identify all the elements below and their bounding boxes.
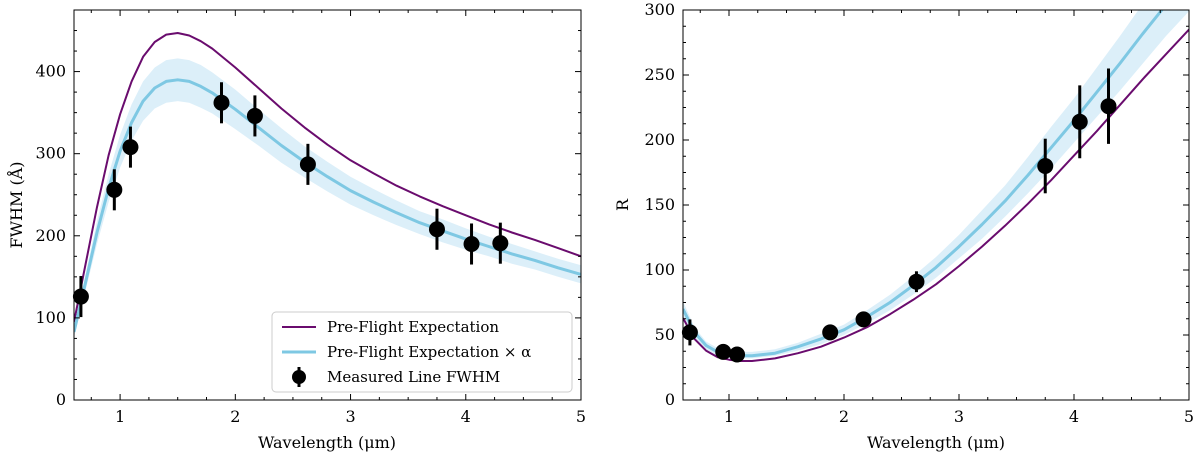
fwhm-data-point-7 — [463, 236, 480, 252]
fwhm-data-point-8 — [492, 235, 509, 252]
fwhm-x-tick-label: 1 — [115, 407, 125, 426]
resolution-y-tick-label: 0 — [665, 390, 675, 409]
resolution-x-axis-label: Wavelength (μm) — [867, 433, 1005, 452]
resolution-data-point-3 — [822, 324, 839, 341]
fwhm-x-axis-label: Wavelength (μm) — [258, 433, 396, 452]
resolution-x-tick-label: 5 — [1184, 407, 1194, 426]
fwhm-series-scaled-line — [74, 78, 581, 333]
legend-label-scaled: Pre-Flight Expectation × α — [327, 343, 531, 361]
resolution-y-axis-label: R — [613, 198, 632, 211]
resolution-y-tick-label: 100 — [644, 260, 675, 279]
resolution-y-tick-label: 200 — [644, 130, 675, 149]
resolution-data-point-1 — [715, 343, 732, 360]
fwhm-data-point-2 — [122, 139, 139, 156]
resolution-data-point-5 — [908, 273, 925, 290]
fwhm-uncertainty-band — [74, 58, 581, 337]
resolution-data-point-7 — [1071, 113, 1088, 130]
resolution-y-tick-label: 250 — [644, 65, 675, 84]
fwhm-y-tick-label: 400 — [35, 62, 66, 81]
fwhm-series-preflight-line — [74, 32, 581, 323]
resolution-x-tick-label: 2 — [839, 407, 849, 426]
fwhm-data-point-1 — [106, 181, 123, 198]
fwhm-data-point-6 — [428, 221, 445, 238]
fwhm-y-tick-label: 200 — [35, 226, 66, 245]
fwhm-y-axis-label: FWHM (Å) — [6, 161, 26, 248]
resolution-x-tick-label: 4 — [1069, 407, 1079, 426]
fwhm-data-point-5 — [299, 156, 316, 173]
fwhm-x-tick-label: 3 — [345, 407, 355, 426]
fwhm-x-tick-label: 2 — [230, 407, 240, 426]
resolution-data-point-0 — [681, 324, 698, 341]
resolution-plot-frame — [682, 9, 1190, 401]
resolution-data-point-6 — [1037, 158, 1054, 174]
resolution-x-tick-label: 1 — [724, 407, 734, 426]
resolution-y-tick-label: 300 — [644, 0, 675, 19]
legend-label-preflight: Pre-Flight Expectation — [327, 318, 499, 336]
fwhm-y-tick-label: 300 — [35, 144, 66, 163]
legend-box — [271, 311, 573, 393]
fwhm-x-tick-label: 5 — [576, 407, 586, 426]
fwhm-x-tick-label: 4 — [461, 407, 471, 426]
fwhm-y-tick-label: 100 — [35, 308, 66, 327]
legend: Pre-Flight Expectation Pre-Flight Expect… — [271, 311, 573, 393]
fwhm-data-point-3 — [213, 94, 230, 111]
resolution-y-tick-label: 150 — [644, 195, 675, 214]
fwhm-panel: 1 2 3 4 5 0 100 200 300 400 Wavelength (μm) FWHM … — [6, 9, 586, 452]
resolution-x-tick-label: 3 — [954, 407, 964, 426]
resolution-uncertainty-band — [683, 10, 1189, 359]
fwhm-plot-frame — [73, 9, 582, 401]
resolution-data-point-8 — [1100, 98, 1117, 115]
fwhm-data-point-4 — [246, 107, 263, 124]
fwhm-y-tick-label: 0 — [56, 390, 66, 409]
resolution-data-point-2 — [729, 346, 746, 363]
legend-swatch-measured-marker — [292, 370, 306, 384]
legend-label-measured: Measured Line FWHM — [327, 368, 500, 386]
resolution-data-point-4 — [855, 311, 872, 328]
resolution-y-tick-label: 50 — [655, 325, 675, 344]
fwhm-data-point-0 — [72, 288, 89, 305]
